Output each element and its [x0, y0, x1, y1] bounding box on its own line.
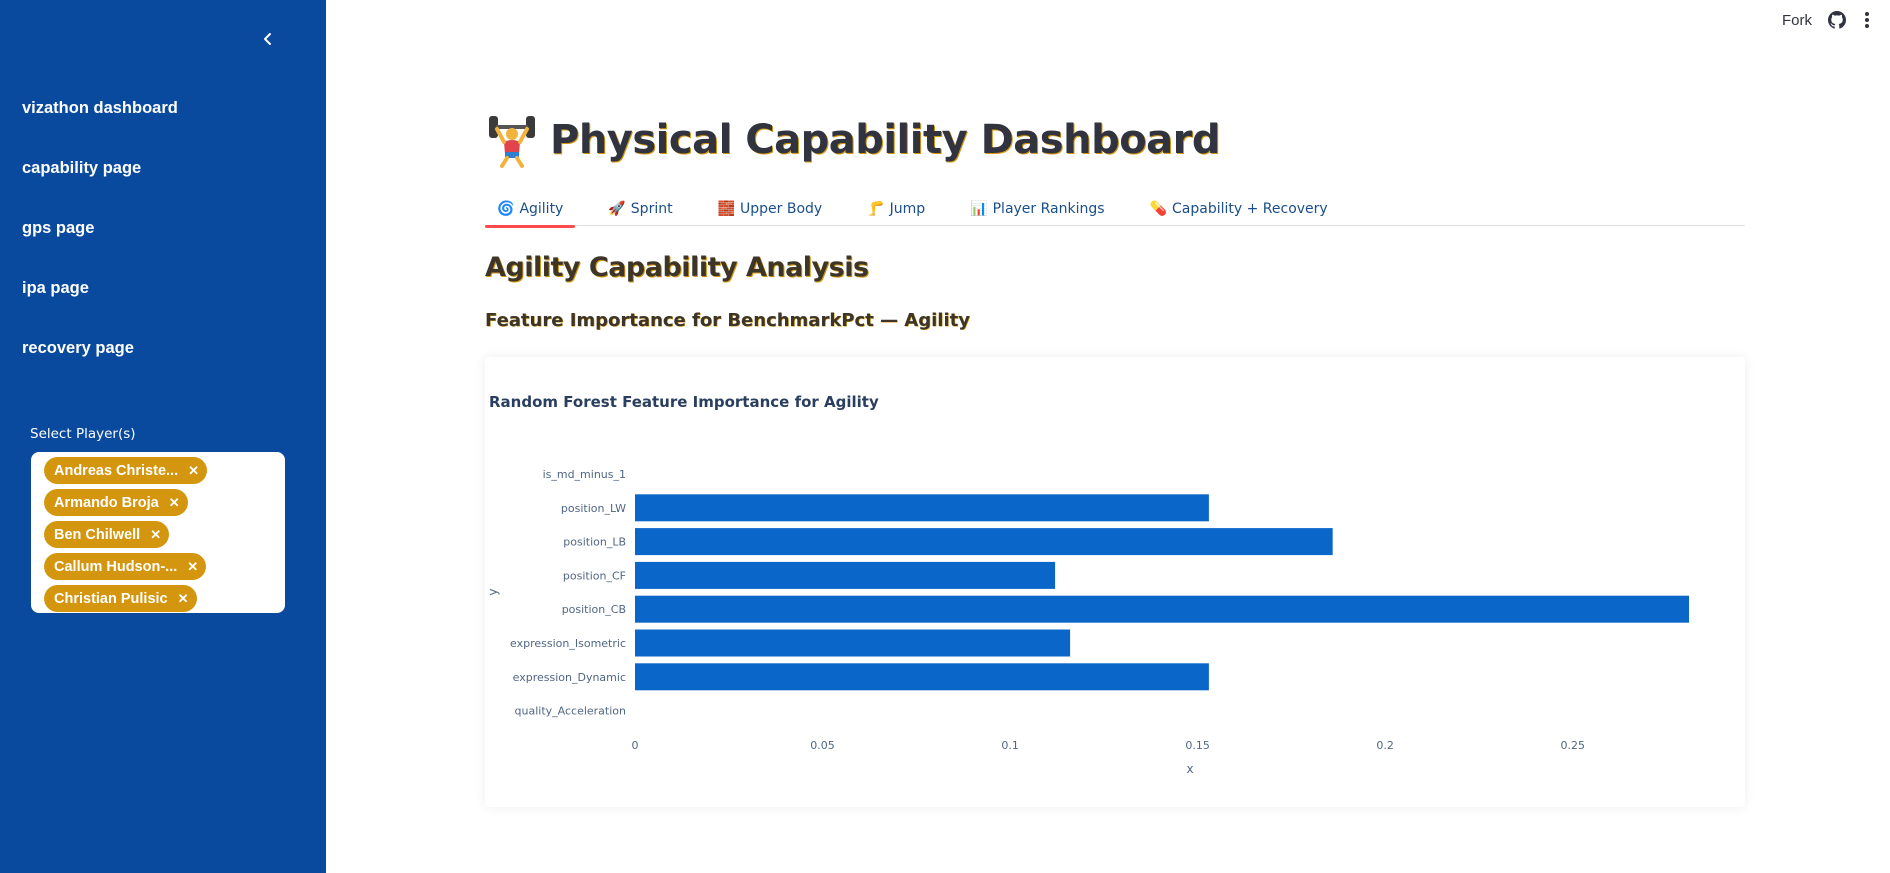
tab-upper-body[interactable]: 🧱 Upper Body	[706, 192, 835, 226]
tab-bar: 🌀 Agility 🚀 Sprint 🧱 Upper Body 🦵 Jump 📊 Play…	[485, 192, 1745, 228]
section-title: Agility Capability Analysis	[485, 252, 869, 283]
bar[interactable]	[635, 595, 1689, 623]
tab-player-rankings[interactable]: 📊 Player Rankings	[958, 192, 1116, 226]
tab-label: Upper Body	[740, 201, 823, 217]
bar[interactable]	[635, 629, 1071, 657]
page-header: Physical Capability Dashboard	[486, 112, 1221, 168]
nav-item-vizathon-dashboard[interactable]: vizathon dashboard	[22, 99, 178, 117]
collapse-sidebar-icon[interactable]	[258, 28, 278, 50]
nav-item-capability-page[interactable]: capability page	[22, 159, 142, 177]
player-tag-label: Armando Broja	[54, 494, 159, 511]
nav-item-recovery-page[interactable]: recovery page	[22, 339, 134, 357]
tab-sprint[interactable]: 🚀 Sprint	[596, 192, 684, 226]
x-tick-label: 0.25	[1560, 739, 1585, 752]
x-tick-label: 0.15	[1185, 739, 1210, 752]
page-title: Physical Capability Dashboard	[550, 117, 1221, 163]
rocket-icon: 🚀	[608, 201, 626, 217]
remove-tag-icon[interactable]: ✕	[150, 526, 162, 542]
y-tick-label: position_CB	[562, 603, 626, 616]
leg-icon: 🦵	[867, 201, 885, 217]
tab-label: Capability + Recovery	[1172, 201, 1328, 217]
sidebar-nav: vizathon dashboard capability page gps p…	[22, 96, 178, 396]
chart-plot: is_md_minus_1 position_LW position_LBposit…	[486, 468, 1689, 776]
remove-tag-icon[interactable]: ✕	[168, 494, 180, 510]
chart-title: Random Forest Feature Importance for Agi…	[489, 393, 879, 411]
player-tag[interactable]: Christian Pulisic ✕	[44, 585, 197, 612]
x-tick-label: 0.1	[1001, 739, 1019, 752]
fork-button[interactable]: Fork	[1782, 11, 1812, 29]
tab-label: Player Rankings	[992, 201, 1105, 217]
player-tag-label: Andreas Christe...	[54, 462, 179, 479]
tab-label: Agility	[519, 201, 564, 217]
tab-label: Jump	[889, 201, 926, 217]
bar-chart-icon: 📊	[970, 201, 988, 217]
remove-tag-icon[interactable]: ✕	[187, 558, 199, 574]
remove-tag-icon[interactable]: ✕	[188, 462, 199, 478]
remove-tag-icon[interactable]: ✕	[177, 590, 189, 606]
pill-icon: 💊	[1149, 201, 1167, 217]
agility-tab-icon: 🌀	[497, 201, 515, 217]
player-tag-label: Ben Chilwell	[54, 526, 141, 543]
y-tick-label: position_CF	[563, 569, 626, 582]
y-axis-title: y	[486, 588, 500, 595]
feature-importance-chart[interactable]: Random Forest Feature Importance for Agi…	[485, 357, 1745, 807]
player-select-label: Select Player(s)	[30, 426, 136, 442]
y-tick-label: is_md_minus_1	[543, 468, 626, 481]
brick-icon: 🧱	[717, 201, 736, 217]
player-tag-label: Christian Pulisic	[54, 590, 168, 607]
nav-item-gps-page[interactable]: gps page	[22, 219, 95, 237]
tab-agility[interactable]: 🌀 Agility	[485, 192, 576, 228]
tab-jump[interactable]: 🦵 Jump	[855, 192, 937, 226]
x-tick-label: 0	[632, 739, 639, 752]
y-tick-label: position_LB	[563, 536, 626, 549]
top-toolbar: Fork	[1782, 0, 1890, 40]
tab-capability-recovery[interactable]: 💊 Capability + Recovery	[1138, 192, 1340, 226]
bar[interactable]	[635, 494, 1209, 522]
sidebar: vizathon dashboard capability page gps p…	[0, 0, 326, 873]
nav-item-ipa-page[interactable]: ipa page	[22, 279, 89, 297]
x-axis-title: x	[1186, 762, 1193, 776]
bar[interactable]	[635, 663, 1209, 691]
y-tick-label: position_LW	[561, 502, 626, 515]
bar[interactable]	[635, 561, 1056, 589]
player-tag[interactable]: Armando Broja ✕	[44, 489, 188, 516]
x-tick-label: 0.05	[810, 739, 835, 752]
y-tick-label: expression_Dynamic	[513, 671, 626, 684]
player-tag-label: Callum Hudson-...	[54, 558, 178, 575]
github-icon[interactable]	[1828, 11, 1846, 29]
main-menu-icon[interactable]	[1864, 12, 1870, 28]
x-tick-label: 0.2	[1376, 739, 1394, 752]
tab-label: Sprint	[630, 201, 673, 217]
y-tick-label: quality_Acceleration	[515, 705, 627, 718]
bar[interactable]	[635, 528, 1333, 556]
player-tag[interactable]: Andreas Christe... ✕	[44, 457, 207, 484]
player-multiselect[interactable]: Andreas Christe... ✕ Armando Broja ✕ Ben C…	[31, 452, 285, 613]
player-tag[interactable]: Callum Hudson-... ✕	[44, 553, 207, 580]
subsection-title: Feature Importance for BenchmarkPct — Ag…	[485, 310, 970, 331]
weightlifter-icon	[489, 116, 535, 168]
player-tag[interactable]: Ben Chilwell ✕	[44, 521, 170, 548]
y-tick-label: expression_Isometric	[510, 637, 626, 650]
